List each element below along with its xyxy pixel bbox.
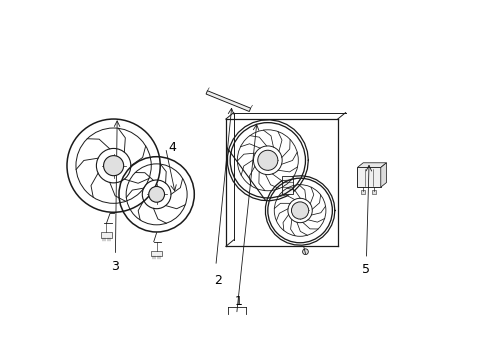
Text: 4: 4: [168, 141, 176, 154]
FancyBboxPatch shape: [371, 190, 375, 194]
Ellipse shape: [257, 150, 277, 170]
Circle shape: [302, 249, 308, 255]
FancyBboxPatch shape: [357, 167, 380, 187]
Polygon shape: [380, 163, 386, 187]
Polygon shape: [205, 91, 250, 112]
Text: 2: 2: [213, 274, 221, 287]
Text: 1: 1: [234, 296, 242, 309]
Text: 3: 3: [111, 260, 119, 273]
Ellipse shape: [103, 156, 123, 176]
Text: 5: 5: [362, 263, 370, 276]
FancyBboxPatch shape: [101, 232, 112, 238]
Ellipse shape: [148, 186, 164, 202]
Polygon shape: [357, 163, 386, 167]
FancyBboxPatch shape: [281, 176, 293, 194]
FancyBboxPatch shape: [151, 251, 162, 256]
FancyBboxPatch shape: [361, 190, 365, 194]
Ellipse shape: [291, 202, 308, 219]
